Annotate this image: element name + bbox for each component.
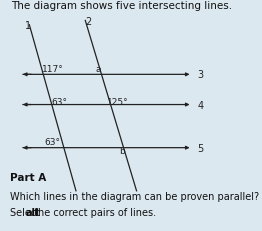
Text: b: b	[119, 147, 125, 156]
Text: 5: 5	[197, 143, 203, 153]
Text: 2: 2	[85, 17, 91, 27]
Text: 63°: 63°	[52, 97, 68, 106]
Text: 3: 3	[197, 70, 203, 80]
Text: Select: Select	[10, 207, 44, 217]
Text: all: all	[26, 207, 39, 217]
Text: 117°: 117°	[42, 65, 64, 74]
Text: Part A: Part A	[10, 172, 47, 182]
Text: The diagram shows five intersecting lines.: The diagram shows five intersecting line…	[11, 1, 232, 11]
Text: the correct pairs of lines.: the correct pairs of lines.	[31, 207, 157, 217]
Text: 4: 4	[197, 100, 203, 110]
Text: 63°: 63°	[45, 137, 61, 146]
Text: 1: 1	[25, 21, 31, 31]
Text: a: a	[96, 65, 101, 74]
Text: 125°: 125°	[107, 97, 129, 106]
Text: Which lines in the diagram can be proven parallel?: Which lines in the diagram can be proven…	[10, 191, 260, 201]
